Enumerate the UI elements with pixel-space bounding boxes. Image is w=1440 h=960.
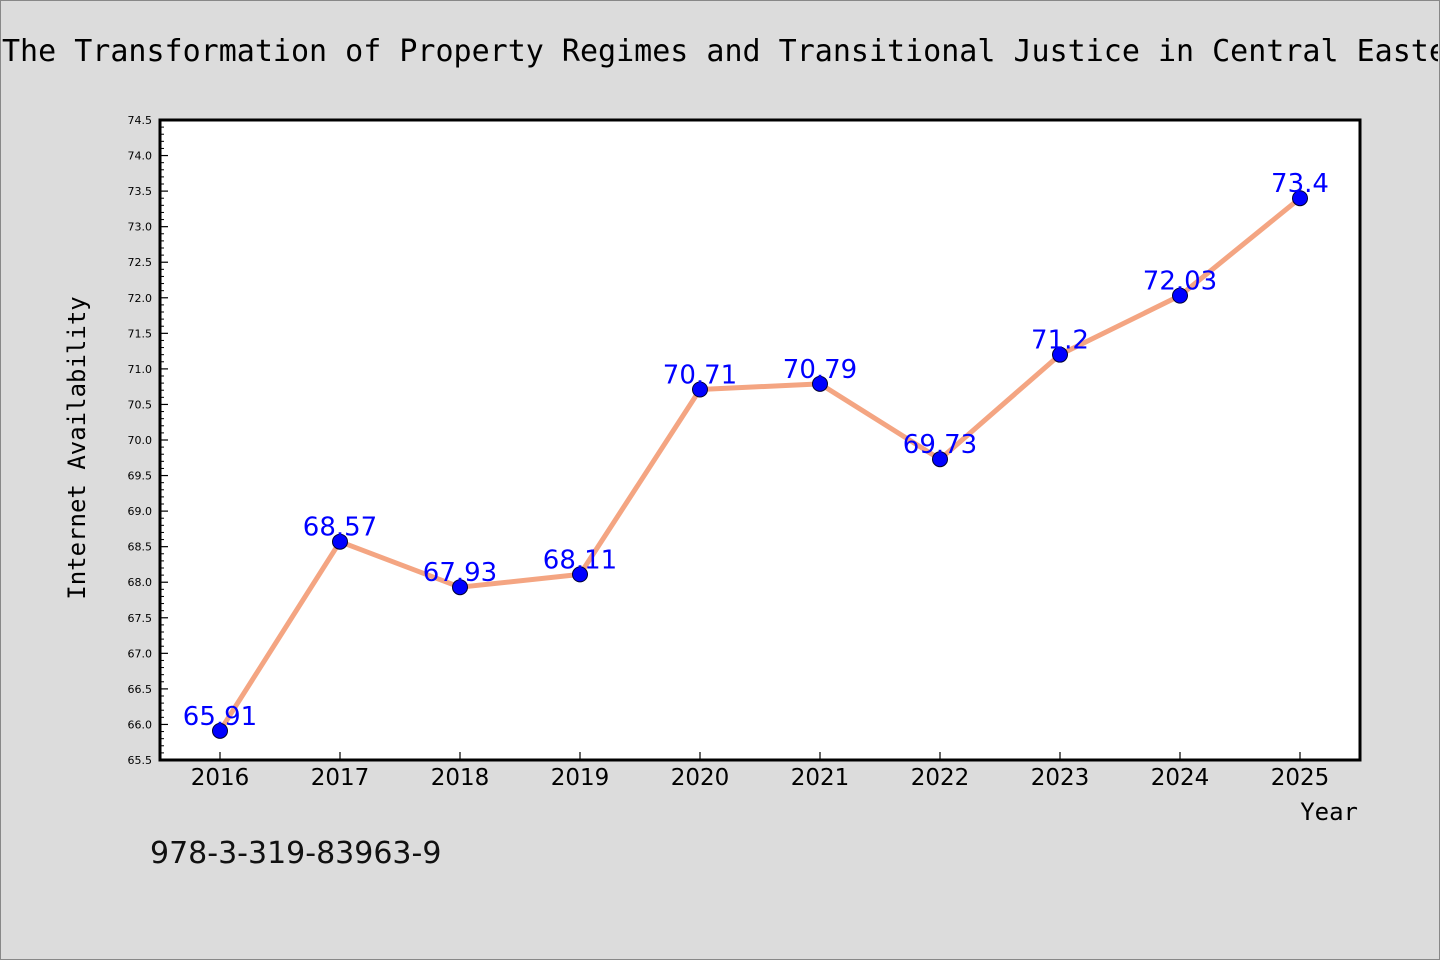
chart-title: The Transformation of Property Regimes a… — [2, 34, 1438, 69]
x-tick-label: 2021 — [791, 765, 850, 791]
plot-area — [158, 118, 1362, 762]
data-label: 73.4 — [1271, 169, 1329, 199]
y-tick-label: 67.5 — [128, 612, 153, 625]
y-tick-label: 71.5 — [128, 327, 153, 340]
data-label: 68.11 — [543, 545, 617, 575]
data-point — [812, 375, 828, 392]
x-axis-label: Year — [1300, 798, 1358, 826]
y-tick-label: 67.0 — [128, 647, 153, 660]
y-tick-label: 72.5 — [128, 256, 153, 269]
y-tick-label: 68.0 — [128, 576, 153, 589]
x-tick-label: 2020 — [671, 765, 730, 791]
y-tick-label: 65.5 — [128, 754, 153, 767]
isbn-text: 978-3-319-83963-9 — [150, 836, 442, 871]
x-tick-label: 2016 — [191, 765, 250, 791]
x-tick-label: 2025 — [1271, 765, 1330, 791]
data-label: 65.91 — [183, 702, 257, 732]
x-tick-label: 2023 — [1031, 765, 1090, 791]
y-tick-label: 69.0 — [128, 505, 153, 518]
y-axis-ticks: 65.5 66.0 66.5 67.0 67.5 68.0 68.5 69.0 69.5 70.0… — [128, 114, 168, 767]
data-point — [1172, 287, 1188, 304]
y-tick-label: 70.0 — [128, 434, 153, 447]
y-tick-label: 68.5 — [128, 541, 153, 554]
data-point — [1292, 190, 1308, 207]
data-point — [332, 533, 348, 550]
x-tick-label: 2022 — [911, 765, 970, 791]
y-tick-label: 74.0 — [128, 150, 153, 163]
y-tick-label: 73.0 — [128, 221, 153, 234]
x-tick-label: 2019 — [551, 765, 610, 791]
x-tick-label: 2017 — [311, 765, 370, 791]
data-markers — [212, 190, 1308, 739]
data-label: 68.57 — [303, 513, 377, 543]
data-label: 70.79 — [783, 355, 857, 385]
x-axis-ticks: 2016 2017 2018 2019 2020 2021 2022 2023 2024 2025 — [191, 752, 1330, 791]
data-point — [212, 722, 228, 739]
y-tick-label: 66.5 — [128, 683, 153, 696]
data-point — [1052, 346, 1068, 363]
y-tick-label: 72.0 — [128, 292, 153, 305]
y-tick-label: 71.0 — [128, 363, 153, 376]
y-tick-label: 70.5 — [128, 398, 153, 411]
data-point — [932, 451, 948, 468]
y-tick-label: 69.5 — [128, 470, 153, 483]
x-tick-label: 2024 — [1151, 765, 1210, 791]
data-label: 71.2 — [1031, 326, 1089, 356]
data-label: 69.73 — [903, 430, 977, 460]
y-tick-label: 66.0 — [128, 718, 153, 731]
data-point — [452, 579, 468, 596]
data-point — [692, 381, 708, 398]
data-label: 72.03 — [1143, 267, 1217, 297]
y-tick-label: 74.5 — [128, 114, 153, 127]
x-tick-label: 2018 — [431, 765, 490, 791]
data-label: 67.93 — [423, 558, 497, 588]
data-point — [572, 566, 588, 583]
data-label: 70.71 — [663, 361, 737, 391]
y-tick-label: 73.5 — [128, 185, 153, 198]
data-labels: 65.91 68.57 67.93 68.11 70.71 70.79 69.73 71.2 7… — [183, 169, 1329, 732]
series-line — [217, 196, 1302, 733]
y-axis-label: Internet Availability — [63, 296, 91, 599]
